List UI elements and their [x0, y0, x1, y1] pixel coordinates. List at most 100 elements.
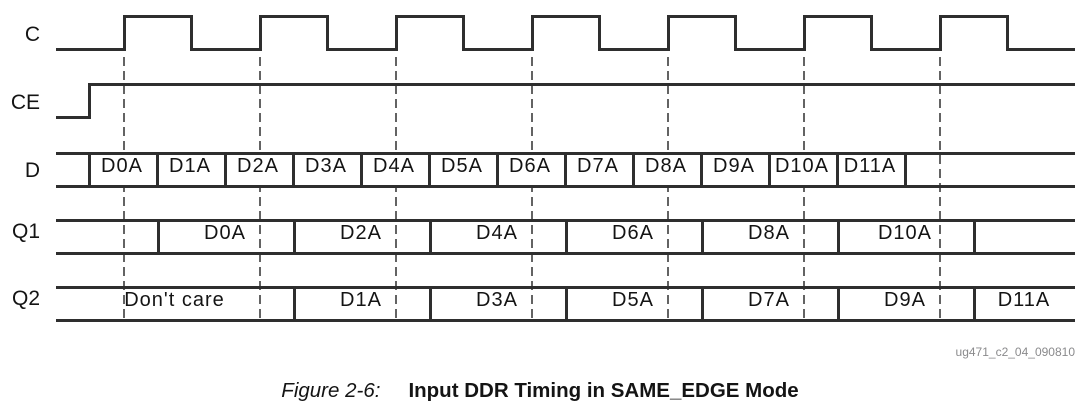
bus-cell-fill: [156, 154, 224, 185]
bus-transition-edge: [565, 286, 568, 322]
bus-transition-edge: [496, 152, 499, 188]
bus-transition-edge: [156, 152, 159, 188]
bus-cell-fill: [292, 154, 360, 185]
ce-low-segment: [56, 116, 88, 119]
clock-falling-edge: [1006, 15, 1009, 51]
bus-cell-label-q2: D11A: [997, 289, 1051, 311]
clock-edge-dashed-line: [939, 57, 941, 323]
bus-cell-label-q2: D1A: [340, 289, 382, 311]
clock-rising-edge: [939, 15, 942, 51]
bus-cell-fill: [836, 154, 904, 185]
bus-transition-edge: [701, 286, 704, 322]
ce-rising-edge: [88, 83, 91, 119]
bus-transition-edge: [293, 286, 296, 322]
bus-transition-edge: [904, 152, 907, 188]
bus-transition-edge: [429, 286, 432, 322]
clock-edge-dashed-line: [259, 57, 261, 323]
signal-label-q2: Q2: [11, 287, 40, 310]
bus-transition-edge: [973, 286, 976, 322]
clock-high-segment: [123, 15, 190, 18]
clock-low-segment: [326, 48, 395, 51]
bus-cell-label-d: D6A: [509, 155, 551, 177]
bus-transition-edge: [837, 286, 840, 322]
bus-cell-label-d: D0A: [101, 155, 143, 177]
bus-transition-edge: [360, 152, 363, 188]
bus-transition-edge: [700, 152, 703, 188]
bus-cell-label-q1: D0A: [204, 222, 246, 244]
clock-edge-dashed-line: [667, 57, 669, 323]
bus-cell-label-d: D2A: [237, 155, 279, 177]
clock-high-segment: [667, 15, 734, 18]
clock-falling-edge: [734, 15, 737, 51]
bus-cell-label-q1: D4A: [476, 222, 518, 244]
clock-falling-edge: [870, 15, 873, 51]
bus-cell-label-q2: D5A: [612, 289, 654, 311]
bus-cell-label-d: D1A: [169, 155, 211, 177]
bus-transition-edge: [224, 152, 227, 188]
signal-label-q1: Q1: [11, 220, 40, 243]
clock-edge-dashed-line: [395, 57, 397, 323]
bus-cell-label-d: D4A: [373, 155, 415, 177]
bus-cell-fill: [564, 154, 632, 185]
bus-transition-edge: [836, 152, 839, 188]
bus-transition-edge: [632, 152, 635, 188]
bus-cell-fill: [224, 154, 292, 185]
bus-transition-edge: [837, 219, 840, 255]
clock-low-segment: [190, 48, 259, 51]
bus-cell-fill: [768, 154, 836, 185]
bus-transition-edge: [973, 219, 976, 255]
ce-high-segment: [88, 83, 1075, 86]
clock-high-segment: [803, 15, 870, 18]
bus-cell-label-d: D5A: [441, 155, 483, 177]
clock-high-segment: [259, 15, 326, 18]
bus-cell-fill: [700, 154, 768, 185]
clock-rising-edge: [531, 15, 534, 51]
clock-edge-dashed-line: [531, 57, 533, 323]
clock-rising-edge: [667, 15, 670, 51]
signal-label-c: C: [24, 23, 40, 46]
clock-rising-edge: [803, 15, 806, 51]
clock-falling-edge: [190, 15, 193, 51]
bus-transition-edge: [292, 152, 295, 188]
bus-transition-edge: [564, 152, 567, 188]
clock-low-segment: [734, 48, 803, 51]
bus-cell-label-d: D7A: [577, 155, 619, 177]
bus-cell-fill: [428, 154, 496, 185]
clock-edge-dashed-line: [123, 57, 125, 323]
signal-label-ce: CE: [10, 91, 40, 114]
bus-cell-label-d: D10A: [774, 155, 830, 177]
bus-cell-fill: [496, 154, 564, 185]
bus-cell-label-q2: D3A: [476, 289, 518, 311]
bus-transition-edge: [428, 152, 431, 188]
clock-rising-edge: [395, 15, 398, 51]
figure-caption-number: Figure 2-6:: [281, 379, 381, 402]
bus-cell-label-q1: D2A: [340, 222, 382, 244]
bus-cell-label-d: D3A: [305, 155, 347, 177]
bus-cell-label-q1: D6A: [612, 222, 654, 244]
clock-falling-edge: [462, 15, 465, 51]
signal-label-d: D: [24, 159, 40, 182]
bus-transition-edge: [429, 219, 432, 255]
clock-low-segment: [598, 48, 667, 51]
bus-cell-label-q2: Don't care: [124, 289, 225, 311]
bus-transition-edge: [293, 219, 296, 255]
clock-high-segment: [395, 15, 462, 18]
bus-cell-label-d: D9A: [713, 155, 755, 177]
bus-transition-edge: [701, 219, 704, 255]
bus-transition-edge: [768, 152, 771, 188]
clock-falling-edge: [326, 15, 329, 51]
clock-rising-edge: [123, 15, 126, 51]
bus-cell-label-q2: D9A: [884, 289, 926, 311]
bus-cell-label-q1: D10A: [877, 222, 933, 244]
clock-rising-edge: [259, 15, 262, 51]
bus-cell-label-q2: D7A: [748, 289, 790, 311]
bus-cell-fill: [360, 154, 428, 185]
clock-high-segment: [531, 15, 598, 18]
bus-transition-edge: [88, 152, 91, 188]
bus-cell-label-d: D8A: [645, 155, 687, 177]
clock-falling-edge: [598, 15, 601, 51]
bus-cell-fill: [632, 154, 700, 185]
clock-low-segment: [56, 48, 123, 51]
bus-transition-edge: [157, 219, 160, 255]
